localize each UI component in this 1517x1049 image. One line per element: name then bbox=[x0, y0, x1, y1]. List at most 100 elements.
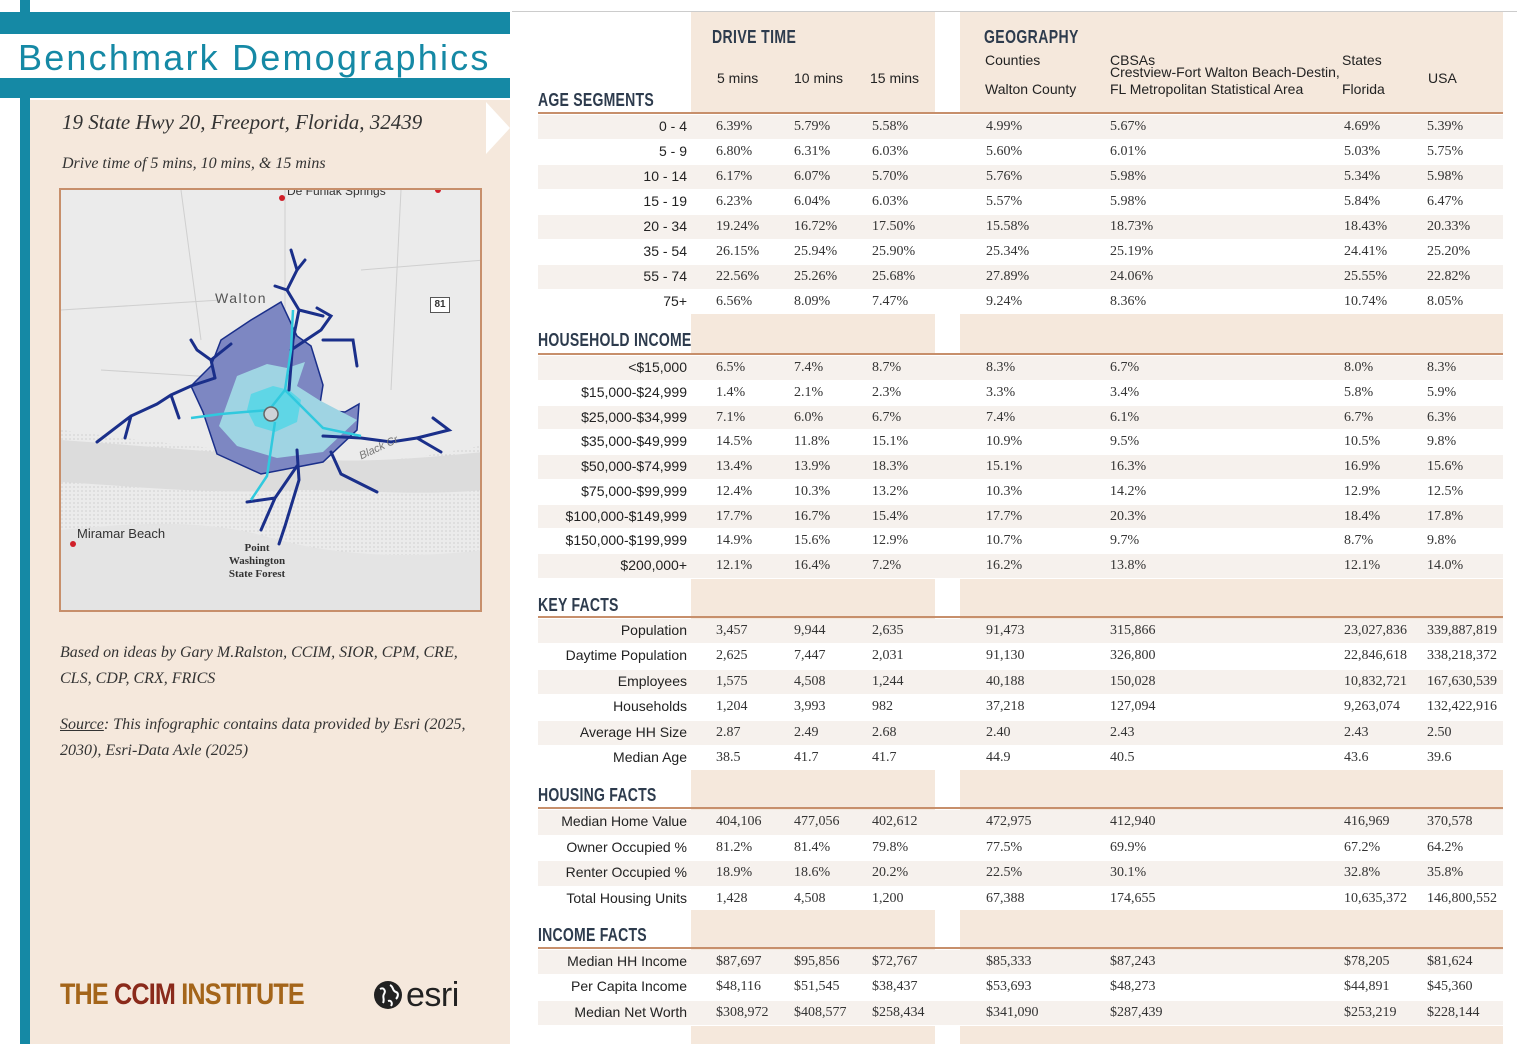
table-cell: 5.84% bbox=[1344, 194, 1381, 209]
table-cell: 37,218 bbox=[986, 699, 1025, 715]
table-cell: 18.9% bbox=[716, 865, 753, 881]
table-cell: 10,832,721 bbox=[1344, 673, 1407, 689]
table-cell: 5.70% bbox=[872, 169, 909, 184]
table-cell: 10.9% bbox=[986, 434, 1023, 450]
table-cell: $48,273 bbox=[1110, 979, 1156, 995]
table-cell: $95,856 bbox=[794, 954, 840, 969]
table-cell: 69.9% bbox=[1110, 839, 1147, 855]
coast-land bbox=[61, 523, 480, 610]
table-row: Median Age 38.5 41.7 41.7 44.9 40.5 43.6 39.6 bbox=[538, 746, 1503, 770]
table-cell: 5.57% bbox=[986, 194, 1023, 209]
geography-heading: GEOGRAPHY bbox=[984, 27, 1079, 47]
table-cell: 22.5% bbox=[986, 865, 1023, 881]
source-note: Source: This infographic contains data p… bbox=[60, 712, 480, 764]
table-cell: 8.3% bbox=[1427, 360, 1457, 375]
table-cell: 3.4% bbox=[1110, 384, 1140, 400]
map-canvas bbox=[61, 190, 480, 610]
table-row: $35,000-$49,999 14.5% 11.8% 15.1% 10.9% 9.5% 1… bbox=[538, 430, 1503, 454]
row-label: 0 - 4 bbox=[658, 118, 687, 134]
table-cell: $85,333 bbox=[986, 954, 1032, 969]
table-cell: $78,205 bbox=[1344, 954, 1390, 969]
row-label: 15 - 19 bbox=[643, 193, 687, 209]
table-cell: $87,243 bbox=[1110, 954, 1156, 969]
table-cell: 1,204 bbox=[716, 699, 748, 715]
row-label: Average HH Size bbox=[579, 723, 687, 740]
section-rule bbox=[538, 353, 1503, 355]
table-row: Owner Occupied % 81.2% 81.4% 79.8% 77.5% 69.9… bbox=[538, 836, 1503, 861]
table-cell: 16.9% bbox=[1344, 459, 1381, 474]
row-label: $75,000-$99,999 bbox=[581, 482, 687, 499]
col-usa: USA bbox=[1428, 70, 1457, 86]
table-cell: 13.4% bbox=[716, 459, 753, 474]
table-row: 5 - 9 6.80% 6.31% 6.03% 5.60% 6.01% 5.03% 5.75% bbox=[538, 140, 1503, 164]
table-cell: 40,188 bbox=[986, 673, 1025, 689]
table-cell: 12.1% bbox=[1344, 558, 1381, 573]
map-label-miramar: Miramar Beach bbox=[77, 526, 166, 541]
table-cell: 370,578 bbox=[1427, 814, 1473, 829]
table-cell: $81,624 bbox=[1427, 954, 1473, 969]
table-cell: 9.7% bbox=[1110, 533, 1140, 549]
drive-time-map[interactable]: De Funiak Springs Walton 81 Miramar Beac… bbox=[59, 188, 482, 612]
row-label: 10 - 14 bbox=[643, 168, 687, 184]
table-cell: 25.55% bbox=[1344, 269, 1388, 284]
table-cell: 3,993 bbox=[794, 699, 826, 715]
table-cell: 13.2% bbox=[872, 483, 909, 499]
row-label: $35,000-$49,999 bbox=[581, 433, 687, 450]
row-label: Median Net Worth bbox=[574, 1003, 687, 1020]
table-cell: 25.94% bbox=[794, 244, 838, 259]
table-cell: 1,244 bbox=[872, 673, 904, 689]
drive-time-heading: DRIVE TIME bbox=[712, 27, 797, 47]
title-box bbox=[0, 34, 510, 78]
table-cell: 6.3% bbox=[1427, 409, 1457, 425]
table-cell: 24.06% bbox=[1110, 269, 1154, 284]
table-row: 55 - 74 22.56% 25.26% 25.68% 27.89% 24.06% 25.… bbox=[538, 265, 1503, 289]
table-cell: 315,866 bbox=[1110, 623, 1156, 638]
table-row: Per Capita Income $48,116 $51,545 $38,437 $5… bbox=[538, 975, 1503, 999]
table-cell: 9.24% bbox=[986, 294, 1023, 309]
table-row: Daytime Population 2,625 7,447 2,031 91,130 3… bbox=[538, 644, 1503, 668]
table-cell: 1,200 bbox=[872, 890, 904, 906]
row-label: Owner Occupied % bbox=[566, 838, 687, 855]
table-cell: 9,263,074 bbox=[1344, 699, 1400, 715]
table-row: $25,000-$34,999 7.1% 6.0% 6.7% 7.4% 6.1% 6.7% 6… bbox=[538, 405, 1503, 430]
table-row: <$15,000 6.5% 7.4% 8.7% 8.3% 6.7% 8.0% 8.3% bbox=[538, 356, 1503, 380]
table-cell: 12.9% bbox=[1344, 483, 1381, 499]
table-cell: $287,439 bbox=[1110, 1004, 1163, 1020]
section-band-geography bbox=[960, 314, 1503, 354]
row-label: Employees bbox=[617, 672, 687, 689]
section-band-drive-time bbox=[691, 910, 935, 950]
table-cell: $48,116 bbox=[716, 979, 761, 995]
table-cell: 18.3% bbox=[872, 459, 909, 474]
table-cell: 25.26% bbox=[794, 269, 838, 284]
table-cell: 67,388 bbox=[986, 890, 1025, 906]
col-walton-county: Walton County bbox=[985, 81, 1077, 97]
section-rule bbox=[538, 947, 1503, 949]
table-row: Employees 1,575 4,508 1,244 40,188 150,028 10,… bbox=[538, 669, 1503, 695]
miramar-dot bbox=[70, 541, 76, 547]
table-cell: 5.9% bbox=[1427, 384, 1457, 400]
table-cell: 146,800,552 bbox=[1427, 890, 1497, 906]
table-cell: 5.8% bbox=[1344, 384, 1374, 400]
col-10-mins: 10 mins bbox=[794, 70, 844, 86]
row-label: 75+ bbox=[663, 293, 687, 309]
table-cell: 5.76% bbox=[986, 169, 1023, 184]
table-cell: 412,940 bbox=[1110, 814, 1156, 829]
table-cell: 64.2% bbox=[1427, 839, 1464, 855]
table-cell: 338,218,372 bbox=[1427, 648, 1497, 664]
table-cell: 3.3% bbox=[986, 384, 1016, 400]
table-row: $100,000-$149,999 17.7% 16.7% 15.4% 17.7% 20.… bbox=[538, 504, 1503, 529]
table-cell: $38,437 bbox=[872, 979, 918, 995]
table-cell: 15.6% bbox=[794, 533, 831, 549]
table-cell: 5.79% bbox=[794, 119, 831, 134]
table-cell: $308,972 bbox=[716, 1004, 769, 1020]
table-cell: 79.8% bbox=[872, 839, 909, 855]
table-row: 15 - 19 6.23% 6.04% 6.03% 5.57% 5.98% 5.84% 6.4… bbox=[538, 190, 1503, 214]
table-cell: 6.07% bbox=[794, 169, 831, 184]
table-cell: 6.0% bbox=[794, 409, 824, 425]
table-cell: 30.1% bbox=[1110, 865, 1147, 881]
table-cell: 6.47% bbox=[1427, 194, 1464, 209]
table-row: Median HH Income $87,697 $95,856 $72,767 $85… bbox=[538, 950, 1503, 975]
table-cell: 15.1% bbox=[986, 459, 1023, 474]
title-bottom-bar bbox=[0, 78, 510, 98]
table-cell: 12.5% bbox=[1427, 483, 1464, 499]
